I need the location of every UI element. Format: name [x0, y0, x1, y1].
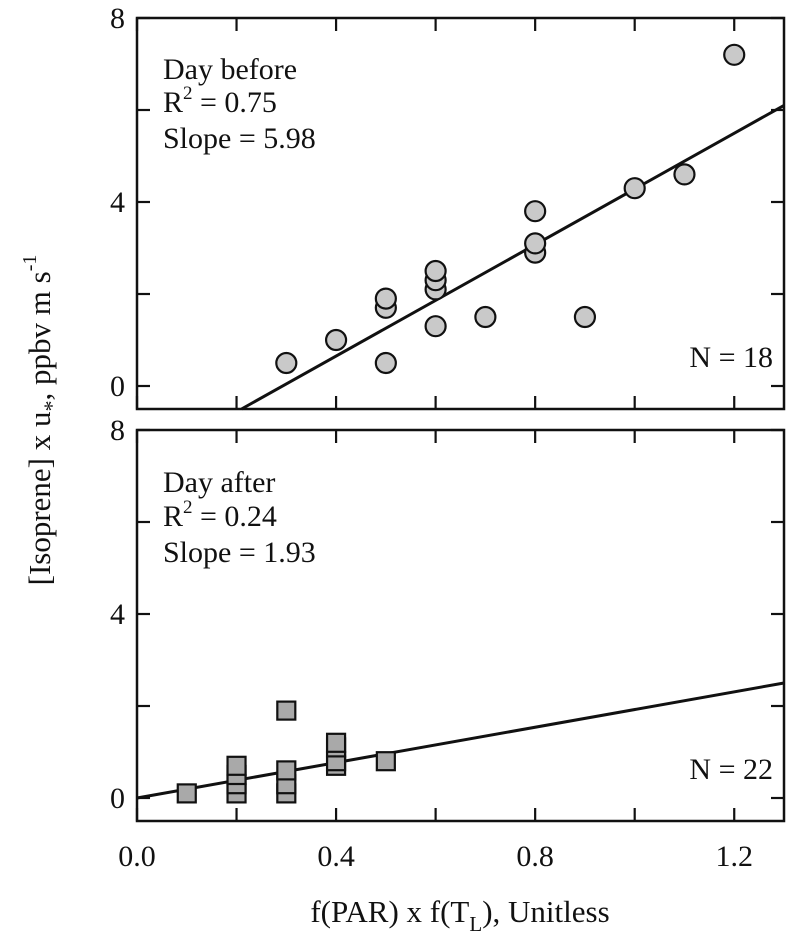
y-tick-label: 8 [110, 2, 125, 35]
data-point-circle [474, 305, 497, 329]
data-point-circle [524, 200, 547, 223]
annotation-slope-day-after: Slope = 1.93 [163, 536, 316, 569]
annotation-r2-day-after: R2 = 0.24 [163, 497, 277, 533]
data-point-circle [723, 43, 746, 66]
data-point-square [276, 700, 297, 721]
data-point-square [226, 755, 247, 776]
data-point-circle [573, 305, 597, 329]
y-tick-labels-day-before: 0 4 8 [110, 2, 125, 403]
annotation-n-day-before: N = 18 [689, 341, 773, 374]
data-point-square [276, 760, 297, 781]
x-tick-label: 0.0 [118, 840, 156, 873]
y-tick-label: 0 [110, 782, 125, 815]
data-points-day-before [275, 43, 746, 375]
data-point-circle [424, 259, 447, 283]
data-point-circle [374, 351, 397, 375]
data-point-circle [623, 177, 646, 200]
x-tick-label: 0.8 [516, 840, 554, 873]
fit-line-group-day-before [240, 104, 785, 411]
data-point-square [176, 783, 197, 804]
x-tick-labels: 0.0 0.4 0.8 1.2 [118, 840, 753, 873]
panel-day-after: 0 4 8 0.0 0.4 0.8 1.2 Day after R2 = 0.24 Slo… [110, 414, 786, 873]
annotation-n-day-after: N = 22 [689, 753, 773, 786]
panel-frame-day-before [135, 16, 786, 411]
data-point-circle [374, 287, 397, 310]
data-point-circle [524, 232, 547, 255]
data-points-day-after [176, 700, 396, 804]
annotation-title-day-after: Day after [163, 466, 275, 499]
panel-day-before: 0 4 8 Day before R2 = 0.75 Slope = 5.98 N … [110, 2, 786, 411]
y-tick-label: 4 [110, 598, 125, 631]
data-point-square [375, 751, 396, 772]
data-point-circle [424, 315, 447, 338]
y-axis-label: [Isoprene] x u*, ppbv m s-1 [19, 255, 64, 586]
y-tick-label: 8 [110, 414, 125, 447]
y-tick-labels-day-after: 0 4 8 [110, 414, 125, 815]
annotation-slope-day-before: Slope = 5.98 [163, 122, 316, 155]
data-point-circle [324, 328, 348, 352]
x-tick-label: 0.4 [317, 840, 355, 873]
y-tick-label: 4 [110, 186, 125, 219]
data-point-circle [673, 163, 696, 186]
x-axis-label: f(PAR) x f(TL), Unitless [310, 894, 609, 936]
data-point-square [325, 732, 347, 753]
panel-frame-day-after [135, 428, 786, 823]
annotation-title-day-before: Day before [163, 53, 297, 86]
annotation-r2-day-before: R2 = 0.75 [163, 83, 277, 119]
x-tick-label: 1.2 [715, 840, 753, 873]
regression-line-day-before [240, 104, 785, 411]
y-tick-label: 0 [110, 370, 125, 403]
tick-marks-day-after [135, 428, 784, 821]
data-point-circle [275, 351, 298, 375]
